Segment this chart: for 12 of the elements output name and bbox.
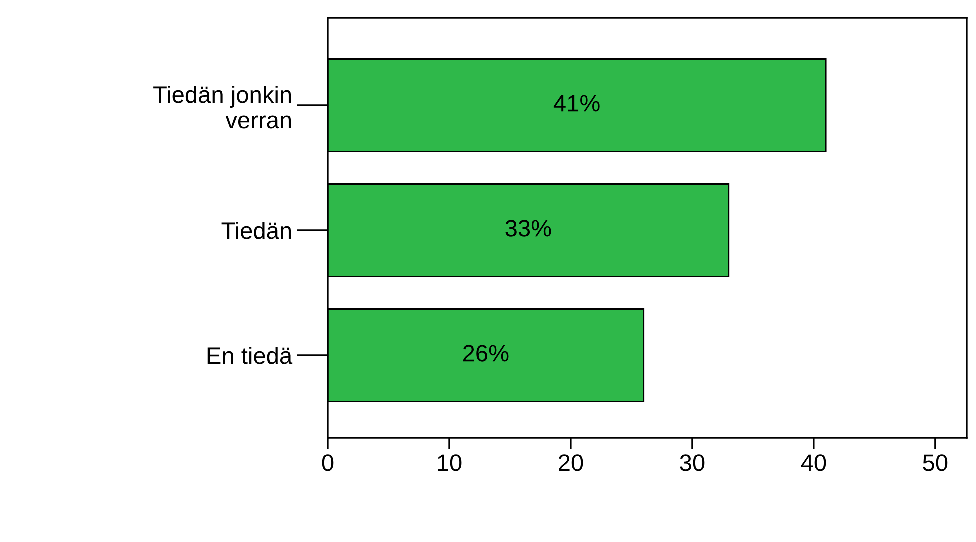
x-tick-label: 50 xyxy=(923,454,948,472)
data-label: 41% xyxy=(554,95,600,112)
x-tick-label: 10 xyxy=(438,454,462,472)
y-tick-label: En tiedä xyxy=(208,346,293,364)
data-label: 33% xyxy=(506,220,552,237)
x-tick-label: 30 xyxy=(680,454,705,472)
data-label: 26% xyxy=(463,345,509,362)
x-tick-label: 40 xyxy=(801,454,826,472)
x-tick-label: 20 xyxy=(559,454,584,472)
y-tick-label: Tiedän jonkin verran xyxy=(154,86,292,129)
x-tick-label: 0 xyxy=(322,454,334,472)
y-tick-label: Tiedän xyxy=(222,222,292,240)
